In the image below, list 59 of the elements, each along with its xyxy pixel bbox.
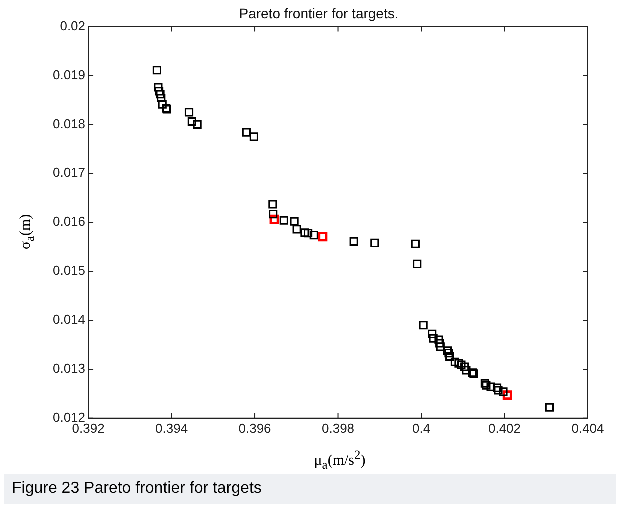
y-tick-label: 0.013 bbox=[52, 361, 86, 376]
x-tick-label: 0.394 bbox=[156, 420, 188, 436]
y-tick-label: 0.015 bbox=[52, 263, 86, 278]
x-tick-label: 0.396 bbox=[238, 420, 272, 436]
point bbox=[158, 100, 167, 109]
point bbox=[436, 339, 444, 348]
y-tick-label: 0.017 bbox=[52, 165, 86, 180]
point bbox=[242, 128, 251, 137]
point bbox=[434, 336, 444, 344]
point bbox=[250, 132, 258, 142]
point bbox=[450, 358, 460, 366]
point bbox=[444, 349, 454, 358]
point bbox=[350, 237, 358, 246]
point bbox=[154, 83, 163, 92]
point bbox=[413, 260, 422, 268]
point bbox=[290, 217, 299, 226]
point bbox=[318, 232, 328, 242]
point bbox=[436, 342, 445, 352]
y-tick-label: 0.016 bbox=[52, 214, 86, 230]
point bbox=[156, 90, 165, 99]
point bbox=[370, 238, 380, 248]
x-tick-label: 0.4 bbox=[412, 420, 431, 436]
point bbox=[188, 117, 196, 126]
point bbox=[411, 240, 420, 248]
point bbox=[304, 229, 313, 238]
y-tick-label: 0.02 bbox=[60, 18, 86, 34]
x-axis-title: μ$_{a}$(m/s$^{2}$) bbox=[314, 448, 366, 473]
x-tick-label: 0.398 bbox=[322, 420, 355, 436]
point bbox=[152, 66, 162, 75]
point bbox=[494, 386, 503, 395]
x-tick-label: 0.404 bbox=[572, 420, 604, 436]
point bbox=[454, 359, 464, 368]
y-tick-label: 0.014 bbox=[52, 312, 86, 328]
point bbox=[429, 334, 438, 343]
point bbox=[268, 200, 278, 209]
point bbox=[269, 210, 278, 219]
point bbox=[457, 360, 466, 370]
point bbox=[480, 379, 490, 388]
point bbox=[193, 120, 202, 129]
point bbox=[446, 352, 454, 362]
point bbox=[419, 321, 428, 330]
point bbox=[443, 346, 452, 356]
point bbox=[482, 381, 491, 390]
point bbox=[499, 388, 508, 396]
point bbox=[184, 108, 194, 117]
point bbox=[545, 403, 554, 412]
point bbox=[292, 225, 302, 234]
point bbox=[300, 228, 310, 238]
chart-title: Pareto frontier for targets. bbox=[239, 5, 399, 22]
caption: Figure 23 Pareto frontier for targets bbox=[4, 474, 616, 504]
point bbox=[310, 231, 318, 240]
y-tick-label: 0.019 bbox=[52, 67, 86, 82]
point bbox=[460, 362, 470, 372]
point bbox=[462, 366, 471, 375]
x-tick-label: 0.402 bbox=[488, 420, 522, 436]
point bbox=[428, 330, 437, 338]
point bbox=[492, 384, 502, 392]
y-tick-label: 0.018 bbox=[52, 116, 86, 132]
point bbox=[280, 216, 288, 225]
